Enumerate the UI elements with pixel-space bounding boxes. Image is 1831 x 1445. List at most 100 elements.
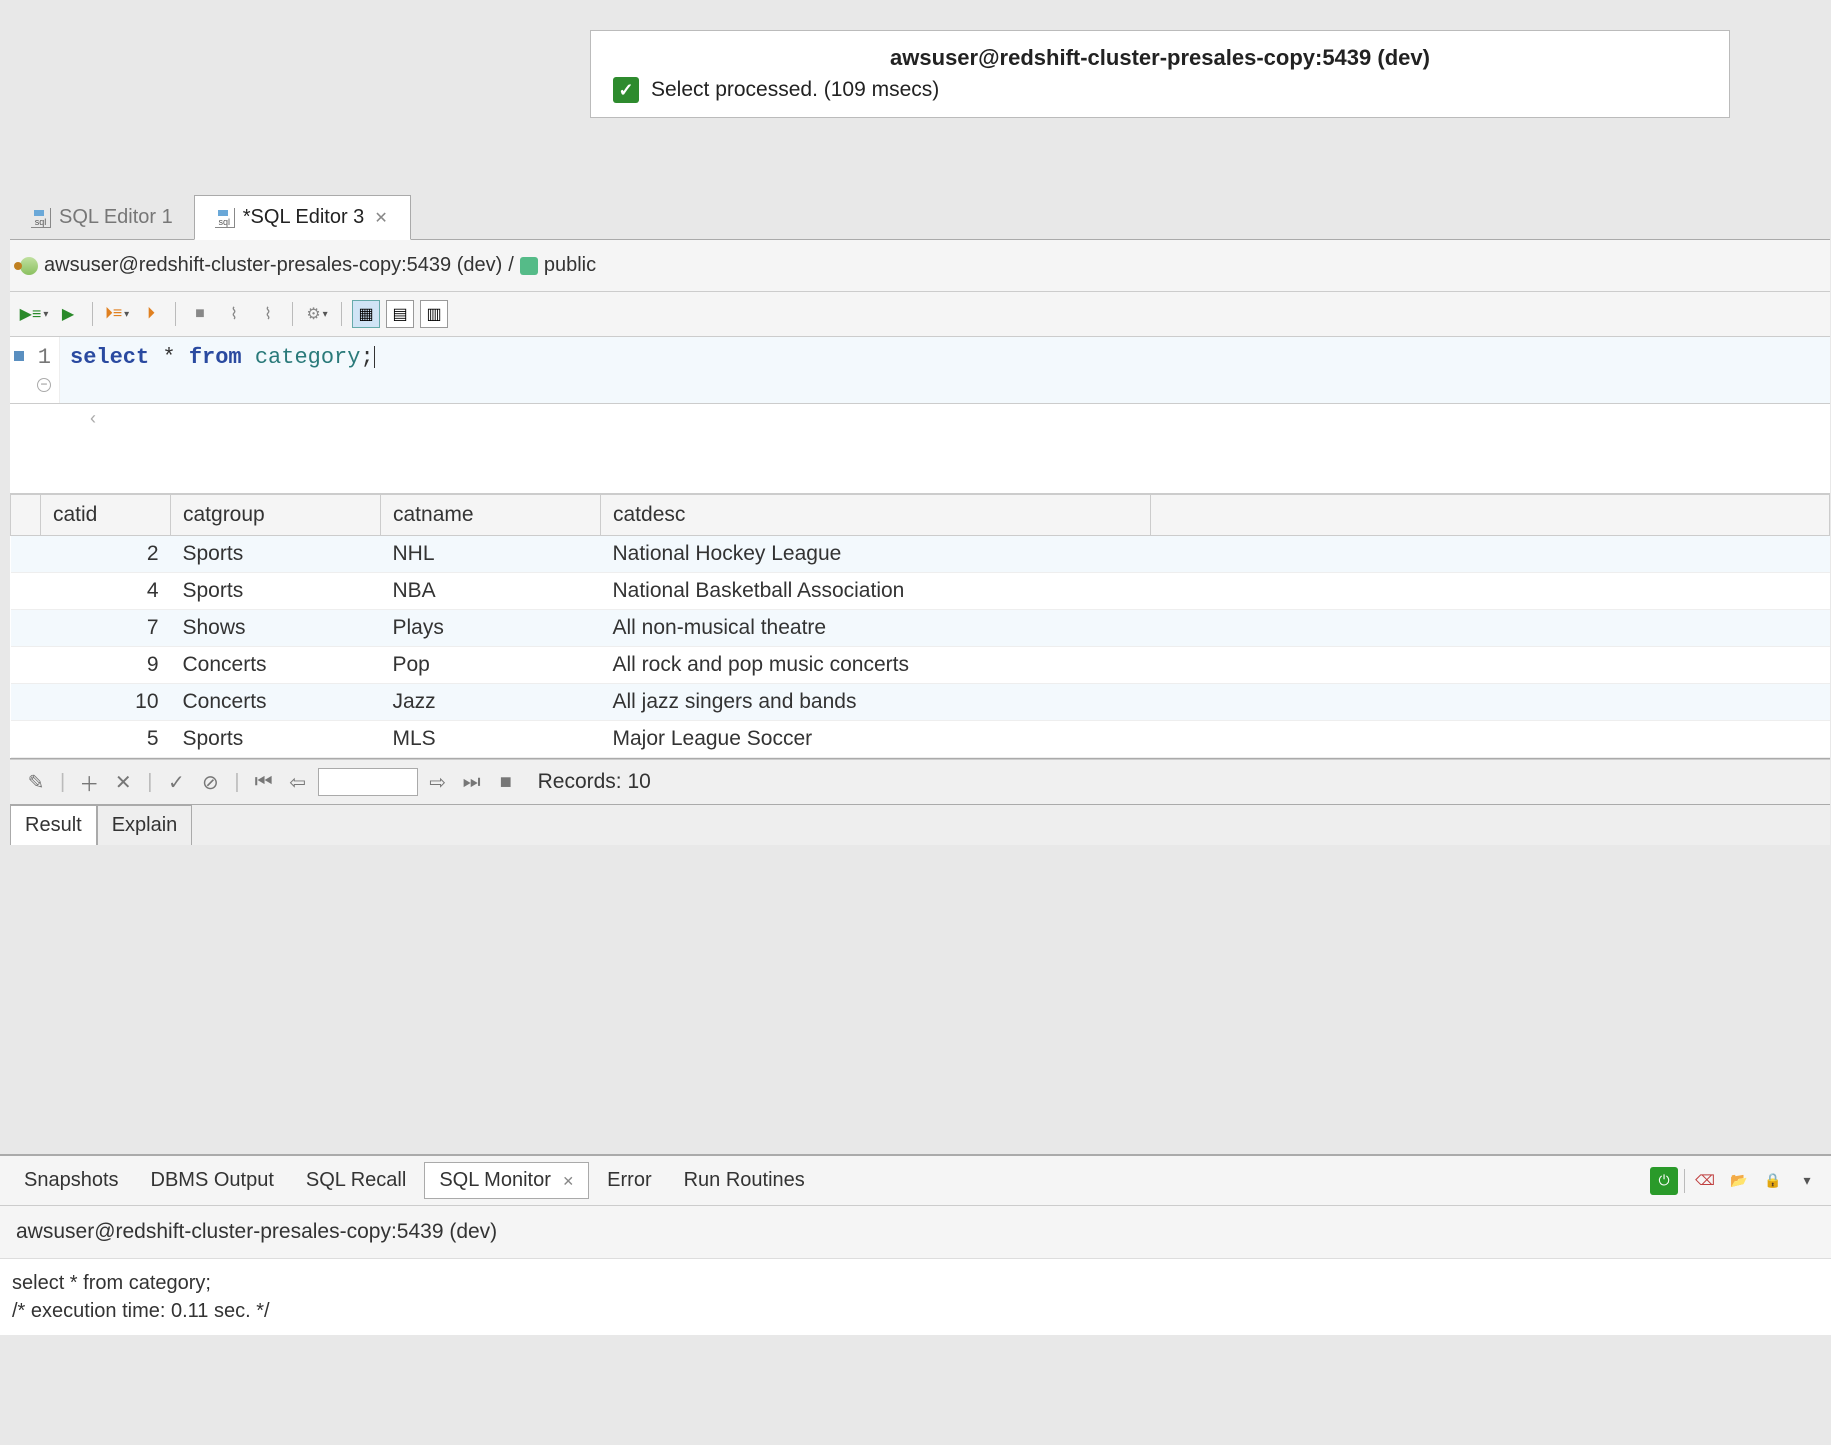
- table-row[interactable]: 9ConcertsPopAll rock and pop music conce…: [11, 647, 1830, 684]
- column-header-catdesc[interactable]: catdesc: [601, 495, 1151, 536]
- schema-icon: [520, 257, 538, 275]
- options-dropdown[interactable]: ⚙: [303, 300, 331, 328]
- sub-tab-result[interactable]: Result: [10, 805, 97, 845]
- tab-sql-editor-1[interactable]: sql SQL Editor 1: [10, 195, 194, 240]
- btab-run-routines[interactable]: Run Routines: [670, 1163, 819, 1198]
- run-script-dropdown[interactable]: ⏵≡: [103, 300, 131, 328]
- stop-button[interactable]: ■: [186, 300, 214, 328]
- cell[interactable]: 7: [41, 610, 171, 647]
- sql-editor[interactable]: 1 − select * from category;: [10, 337, 1830, 404]
- page-input[interactable]: [318, 768, 418, 796]
- cell[interactable]: Sports: [171, 573, 381, 610]
- fold-icon[interactable]: −: [37, 378, 51, 392]
- add-row-button[interactable]: ＋: [75, 768, 103, 796]
- sub-tab-explain[interactable]: Explain: [97, 805, 193, 845]
- monitor-sql-line-1: select * from category;: [12, 1269, 1819, 1297]
- rownum-cell: [11, 610, 41, 647]
- column-header-catname[interactable]: catname: [381, 495, 601, 536]
- cell-spacer: [1151, 684, 1830, 721]
- cancel-row-button[interactable]: ⊘: [196, 768, 224, 796]
- breadcrumb-connection[interactable]: awsuser@redshift-cluster-presales-copy:5…: [44, 254, 502, 277]
- toolbar-sep: [341, 302, 342, 326]
- cell[interactable]: 10: [41, 684, 171, 721]
- cell[interactable]: National Hockey League: [601, 536, 1151, 573]
- cell[interactable]: MLS: [381, 721, 601, 758]
- cell-spacer: [1151, 536, 1830, 573]
- editor-panel: sql SQL Editor 1 sql *SQL Editor 3 ✕ aws…: [10, 190, 1830, 845]
- cell[interactable]: NHL: [381, 536, 601, 573]
- cell[interactable]: All rock and pop music concerts: [601, 647, 1151, 684]
- tab-sql-editor-3[interactable]: sql *SQL Editor 3 ✕: [194, 195, 411, 240]
- btab-dbms-output[interactable]: DBMS Output: [137, 1163, 288, 1198]
- cell[interactable]: Jazz: [381, 684, 601, 721]
- grid-view-2[interactable]: ▤: [386, 300, 414, 328]
- breadcrumb-schema[interactable]: public: [544, 254, 596, 277]
- lock-icon[interactable]: 🔒: [1759, 1167, 1787, 1195]
- next-page-button[interactable]: ⇨: [424, 768, 452, 796]
- cell[interactable]: National Basketball Association: [601, 573, 1151, 610]
- btab-snapshots[interactable]: Snapshots: [10, 1163, 133, 1198]
- bottom-tab-bar: Snapshots DBMS Output SQL Recall SQL Mon…: [0, 1156, 1831, 1206]
- commit-button[interactable]: ⌇: [220, 300, 248, 328]
- table-row[interactable]: 7ShowsPlaysAll non-musical theatre: [11, 610, 1830, 647]
- btab-label: SQL Monitor: [439, 1169, 551, 1191]
- run-button[interactable]: ▶: [54, 300, 82, 328]
- sql-semicolon: ;: [360, 345, 373, 370]
- notification-message: Select processed. (109 msecs): [651, 78, 939, 102]
- results-table[interactable]: catid catgroup catname catdesc 2SportsNH…: [10, 494, 1830, 758]
- column-header-catgroup[interactable]: catgroup: [171, 495, 381, 536]
- menu-chevron-icon[interactable]: ▾: [1793, 1167, 1821, 1195]
- editor-toolbar: ▶≡ ▶ ⏵≡ ⏵ ■ ⌇ ⌇ ⚙ ▦ ▤ ▥: [10, 292, 1830, 337]
- records-count: Records: 10: [538, 770, 651, 794]
- tab-close-icon[interactable]: ✕: [372, 208, 389, 228]
- cell[interactable]: Concerts: [171, 684, 381, 721]
- table-row[interactable]: 2SportsNHLNational Hockey League: [11, 536, 1830, 573]
- cell[interactable]: Sports: [171, 536, 381, 573]
- last-page-button[interactable]: ⏭: [458, 768, 486, 796]
- clear-icon[interactable]: ⌫: [1691, 1167, 1719, 1195]
- cell[interactable]: Plays: [381, 610, 601, 647]
- cell[interactable]: 9: [41, 647, 171, 684]
- grid-view-3[interactable]: ▥: [420, 300, 448, 328]
- run-dropdown-button[interactable]: ▶≡: [20, 300, 48, 328]
- rollback-button[interactable]: ⌇: [254, 300, 282, 328]
- first-page-button[interactable]: ⏮: [250, 768, 278, 796]
- results-grid: catid catgroup catname catdesc 2SportsNH…: [10, 494, 1830, 759]
- cell[interactable]: Concerts: [171, 647, 381, 684]
- prev-page-button[interactable]: ⇦: [284, 768, 312, 796]
- edit-button[interactable]: ✎: [22, 768, 50, 796]
- power-icon[interactable]: ⏻: [1650, 1167, 1678, 1195]
- export-icon[interactable]: 📂: [1725, 1167, 1753, 1195]
- btab-sql-recall[interactable]: SQL Recall: [292, 1163, 420, 1198]
- cell[interactable]: Sports: [171, 721, 381, 758]
- code-line[interactable]: select * from category;: [60, 337, 1830, 403]
- cell[interactable]: Pop: [381, 647, 601, 684]
- cell[interactable]: 4: [41, 573, 171, 610]
- editor-tab-bar: sql SQL Editor 1 sql *SQL Editor 3 ✕: [10, 190, 1830, 240]
- cell[interactable]: 2: [41, 536, 171, 573]
- commit-row-button[interactable]: ✓: [162, 768, 190, 796]
- btab-close-icon[interactable]: ✕: [562, 1173, 574, 1189]
- cell[interactable]: All jazz singers and bands: [601, 684, 1151, 721]
- table-row[interactable]: 10ConcertsJazzAll jazz singers and bands: [11, 684, 1830, 721]
- sql-identifier: category: [255, 345, 361, 370]
- cell[interactable]: Shows: [171, 610, 381, 647]
- sql-file-icon: sql: [215, 208, 235, 228]
- cell[interactable]: Major League Soccer: [601, 721, 1151, 758]
- stop-fetch-button[interactable]: ■: [492, 768, 520, 796]
- table-row[interactable]: 5SportsMLSMajor League Soccer: [11, 721, 1830, 758]
- cell[interactable]: 5: [41, 721, 171, 758]
- run-script-button[interactable]: ⏵: [137, 300, 165, 328]
- delete-row-button[interactable]: ✕: [109, 768, 137, 796]
- btab-sql-monitor[interactable]: SQL Monitor ✕: [424, 1162, 589, 1199]
- btab-error[interactable]: Error: [593, 1163, 665, 1198]
- table-row[interactable]: 4SportsNBANational Basketball Associatio…: [11, 573, 1830, 610]
- grid-view-1[interactable]: ▦: [352, 300, 380, 328]
- column-header-catid[interactable]: catid: [41, 495, 171, 536]
- editor-blank-area[interactable]: ‹: [10, 404, 1830, 494]
- cell[interactable]: NBA: [381, 573, 601, 610]
- check-icon: ✓: [613, 77, 639, 103]
- cell[interactable]: All non-musical theatre: [601, 610, 1151, 647]
- editor-gutter: 1 −: [10, 337, 60, 403]
- monitor-sql-line-2: /* execution time: 0.11 sec. */: [12, 1297, 1819, 1325]
